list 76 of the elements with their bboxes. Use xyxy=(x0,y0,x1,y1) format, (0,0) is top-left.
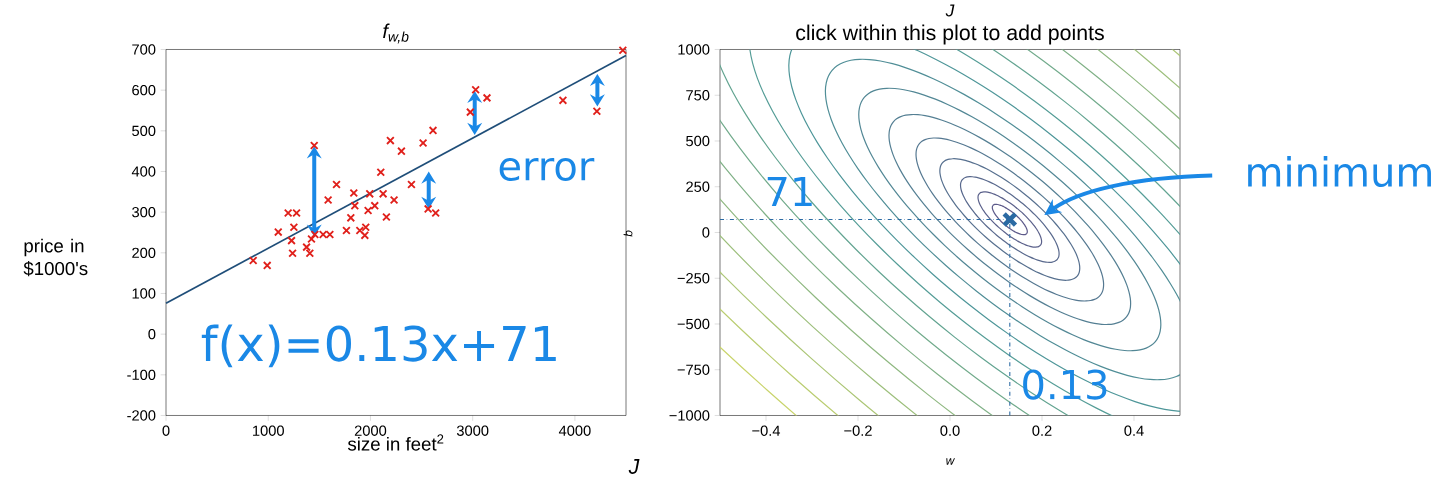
x-tick-label: 3000 xyxy=(456,425,489,436)
point xyxy=(287,236,296,245)
y-axis-title: price in $1000's xyxy=(23,238,88,276)
y-tick-label: 750 xyxy=(686,89,710,101)
x-tick-label: 2000 xyxy=(354,425,387,436)
point xyxy=(273,227,283,237)
y-tick-label: −1000 xyxy=(669,410,710,421)
y-tick-label: 400 xyxy=(131,166,156,177)
y-tick-label: 200 xyxy=(132,247,156,258)
annotation: error xyxy=(499,157,595,181)
point xyxy=(302,242,311,252)
y-tick-label: 700 xyxy=(132,44,156,55)
point xyxy=(471,85,480,94)
point xyxy=(428,125,438,135)
point xyxy=(289,222,299,232)
point xyxy=(418,138,428,148)
point xyxy=(592,106,602,116)
point xyxy=(350,201,360,210)
point xyxy=(397,146,406,156)
text: minimum xyxy=(1248,155,1431,187)
point xyxy=(248,255,258,265)
y-tick-label: 0 xyxy=(702,227,710,238)
y-tick-label: −500 xyxy=(677,318,710,329)
y-tick-label: 250 xyxy=(686,181,710,192)
point xyxy=(382,212,391,222)
point xyxy=(389,195,399,205)
y-tick-label: 100 xyxy=(132,288,156,299)
point xyxy=(346,213,356,222)
point xyxy=(558,95,568,105)
chart-title: J xyxy=(945,4,955,17)
y-tick-label: 600 xyxy=(132,84,156,96)
point xyxy=(305,248,315,258)
point xyxy=(618,45,628,55)
x-tick-label: 1000 xyxy=(253,425,284,436)
x-tick-label: −0.4 xyxy=(752,425,781,436)
x-axis-title: w xyxy=(946,458,955,465)
point xyxy=(407,179,416,189)
annotation: f(x)=0.13x+71 xyxy=(201,324,556,368)
point xyxy=(386,136,395,145)
point xyxy=(370,201,380,210)
chart-subtitle: click within this plot to add points xyxy=(796,24,1104,45)
text: J xyxy=(628,458,640,474)
x-tick-label: −0.2 xyxy=(844,425,872,436)
chart-title: f$_{w,b}$ xyxy=(383,23,409,44)
point xyxy=(360,230,370,240)
point xyxy=(349,188,359,198)
point xyxy=(332,179,341,189)
y-tick-label: 0 xyxy=(148,328,156,340)
point xyxy=(423,204,433,213)
y-tick-label: -100 xyxy=(127,369,156,380)
point xyxy=(378,189,388,198)
point xyxy=(309,140,319,150)
point xyxy=(365,189,375,198)
point xyxy=(307,234,316,244)
x-tick-label: 4000 xyxy=(558,425,591,436)
y-tick-label: 300 xyxy=(132,206,156,218)
x-tick-label: 0.4 xyxy=(1124,425,1144,436)
x-tick-label: 0 xyxy=(162,425,170,436)
y-tick-label: −250 xyxy=(677,272,710,284)
point xyxy=(323,195,333,205)
x-tick-label: 0.0 xyxy=(940,425,960,436)
y-tick-label: 1000 xyxy=(678,44,710,55)
point xyxy=(288,248,297,258)
y-tick-label: 500 xyxy=(686,135,710,146)
point xyxy=(431,208,441,218)
point xyxy=(342,225,351,235)
point xyxy=(262,260,272,270)
point xyxy=(482,93,492,102)
y-axis-title: b xyxy=(623,230,633,237)
y-tick-label: -200 xyxy=(127,410,156,421)
y-tick-label: −750 xyxy=(677,364,710,375)
y-tick-label: 500 xyxy=(132,125,156,136)
point xyxy=(363,205,373,215)
x-tick-label: 0.2 xyxy=(1032,425,1052,436)
point xyxy=(376,167,386,177)
point xyxy=(465,107,475,117)
